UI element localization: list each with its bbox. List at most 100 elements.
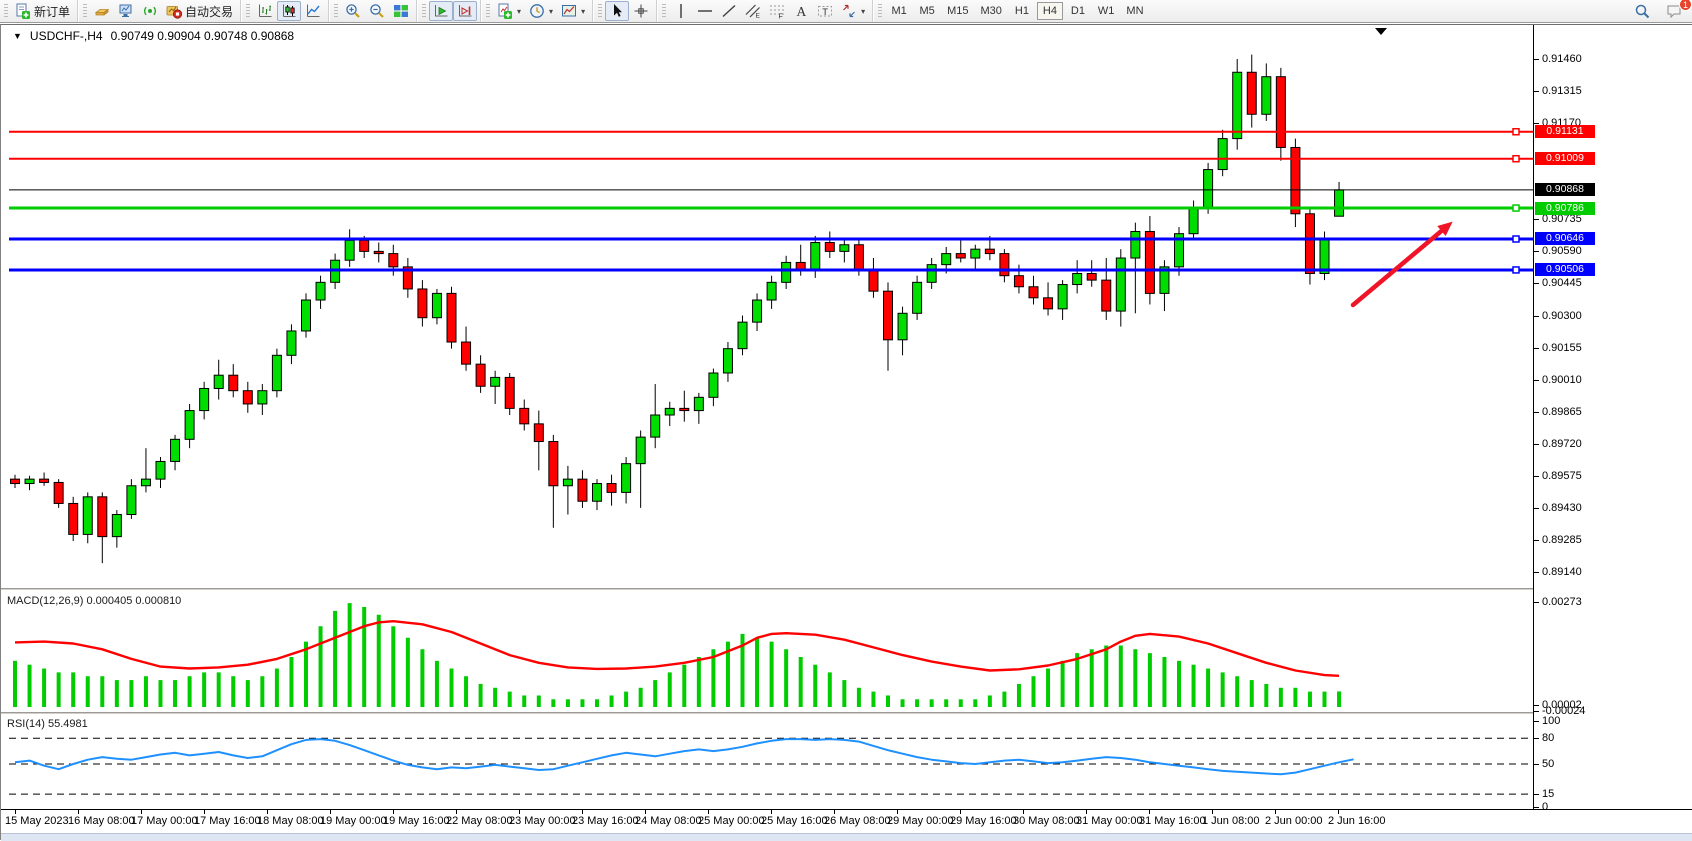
- chevron-down-icon[interactable]: ▾: [517, 6, 522, 16]
- fibonacci-button[interactable]: F: [765, 1, 789, 21]
- bear-candle: [388, 253, 399, 268]
- market-watch-button[interactable]: [90, 1, 114, 21]
- time-tick-label: 17 May 00:00: [131, 815, 198, 827]
- toolbar-group: [417, 0, 481, 22]
- bear-candle: [417, 288, 428, 319]
- autotrading-button-label: 自动交易: [185, 4, 234, 19]
- panel-separator[interactable]: [1, 712, 1692, 715]
- time-tick: [1149, 810, 1150, 814]
- bear-candle: [533, 423, 544, 443]
- bull-candle: [839, 244, 850, 252]
- bear-candle: [1304, 213, 1315, 274]
- time-axis[interactable]: 15 May 2023 16 May 08:00 17 May 00:00 17 Ma…: [1, 809, 1692, 833]
- toolbar-group-handle[interactable]: [422, 4, 427, 18]
- trendline-button[interactable]: [717, 1, 741, 21]
- cursor-button[interactable]: [605, 1, 630, 21]
- time-tick: [1212, 810, 1213, 814]
- zoom-out-button[interactable]: [365, 1, 389, 21]
- price-axis[interactable]: 0.91460 0.91315 0.91170 0.90735 0.90590 0.904…: [1533, 25, 1692, 813]
- auto-scroll-icon: [435, 5, 448, 17]
- rsi-axis-label: 100: [1533, 715, 1561, 727]
- arrows-button[interactable]: ▾: [837, 1, 869, 21]
- timeframe-m5-button[interactable]: M5: [919, 5, 935, 17]
- indicators-icon: [498, 3, 513, 19]
- bull-candle: [635, 436, 646, 465]
- data-window-button[interactable]: [114, 1, 138, 21]
- auto-scroll-button[interactable]: [429, 1, 454, 21]
- community-chat-icon[interactable]: 1: [1662, 0, 1692, 21]
- toolbar-group-handle[interactable]: [334, 4, 339, 18]
- text-label-button[interactable]: T: [813, 1, 837, 21]
- price-tick-label: 0.89865: [1534, 405, 1582, 418]
- indicators-button[interactable]: ▾: [493, 1, 525, 21]
- horizontal-line-button[interactable]: [693, 1, 717, 21]
- bear-candle: [883, 290, 893, 341]
- price-level-badge: 0.90506: [1535, 263, 1595, 277]
- bear-candle: [228, 374, 239, 392]
- timeframe-mn-button[interactable]: MN: [1126, 5, 1144, 17]
- line-chart-button[interactable]: [301, 1, 325, 21]
- timeframe-h1-button[interactable]: H1: [1014, 5, 1029, 17]
- rsi-panel[interactable]: [9, 715, 1533, 809]
- timeframe-d1-button[interactable]: D1: [1070, 5, 1085, 17]
- text-button[interactable]: A: [789, 1, 813, 21]
- timeframe-w1-button[interactable]: W1: [1097, 5, 1115, 17]
- bear-candle: [1101, 279, 1112, 312]
- timeframe-m15-button[interactable]: M15: [947, 5, 969, 17]
- toolbar-group-handle[interactable]: [4, 4, 8, 18]
- bear-candle: [1043, 297, 1054, 310]
- timeframe-m1-button[interactable]: M1: [891, 5, 907, 17]
- search-icon[interactable]: [1630, 1, 1654, 21]
- vertical-line-button[interactable]: [669, 1, 693, 21]
- candlestick-chart-button[interactable]: [277, 1, 302, 21]
- toolbar-group-handle[interactable]: [878, 4, 883, 18]
- trendline-icon: [722, 4, 736, 18]
- bull-candle: [1334, 189, 1345, 217]
- toolbar-group-handle[interactable]: [486, 4, 491, 18]
- autotrading-button[interactable]: 自动交易: [162, 1, 237, 21]
- annotation-arrow[interactable]: [1350, 225, 1448, 308]
- time-tick: [1275, 810, 1276, 814]
- time-tick: [456, 810, 457, 814]
- periods-button[interactable]: ▾: [525, 1, 557, 21]
- chart-shift-marker-icon[interactable]: [1375, 28, 1387, 35]
- toolbar-group-handle[interactable]: [598, 4, 603, 18]
- line-end-marker[interactable]: [1512, 127, 1520, 136]
- price-tick-label: 0.90300: [1534, 309, 1582, 322]
- chevron-down-icon[interactable]: ▾: [581, 6, 586, 16]
- bar-chart-button[interactable]: [253, 1, 277, 21]
- chevron-down-icon[interactable]: ▾: [861, 6, 866, 16]
- time-tick-label: 17 May 16:00: [194, 815, 261, 827]
- chart-shift-button[interactable]: [453, 1, 478, 21]
- bull-candle: [344, 239, 355, 261]
- crosshair-button[interactable]: [629, 1, 653, 21]
- zoom-in-button[interactable]: [341, 1, 365, 21]
- price-level-badge: 0.91009: [1535, 152, 1595, 166]
- line-end-marker[interactable]: [1512, 235, 1520, 243]
- tile-windows-button[interactable]: [389, 1, 413, 21]
- time-tick-label: 29 May 16:00: [950, 815, 1017, 827]
- line-end-marker[interactable]: [1512, 204, 1520, 212]
- time-tick-label: 25 May 16:00: [761, 815, 828, 827]
- chevron-down-icon[interactable]: ▾: [549, 6, 554, 16]
- bear-candle: [10, 478, 20, 485]
- toolbar-group-handle[interactable]: [246, 4, 251, 18]
- price-tick-label: 0.89285: [1534, 533, 1582, 546]
- line-end-marker[interactable]: [1512, 266, 1520, 274]
- timeframe-h4-button[interactable]: H4: [1036, 2, 1063, 20]
- equidistant-channel-button[interactable]: E: [741, 1, 765, 21]
- toolbar-group-handle[interactable]: [662, 4, 667, 18]
- toolbar-group-handle[interactable]: [83, 4, 88, 18]
- toolbar-group: [241, 0, 329, 22]
- timeframe-m30-button[interactable]: M30: [980, 5, 1002, 17]
- macd-panel[interactable]: [9, 591, 1533, 711]
- line-end-marker[interactable]: [1512, 154, 1520, 163]
- time-tick: [582, 810, 583, 814]
- panel-separator[interactable]: [1, 588, 1692, 591]
- new-order-button[interactable]: 新订单: [11, 1, 74, 21]
- signals-button[interactable]: [138, 1, 162, 21]
- main-price-chart[interactable]: [9, 25, 1533, 587]
- templates-button[interactable]: ▾: [557, 1, 589, 21]
- window-menu-icon[interactable]: ▼: [13, 31, 22, 41]
- bear-candle: [1290, 146, 1301, 215]
